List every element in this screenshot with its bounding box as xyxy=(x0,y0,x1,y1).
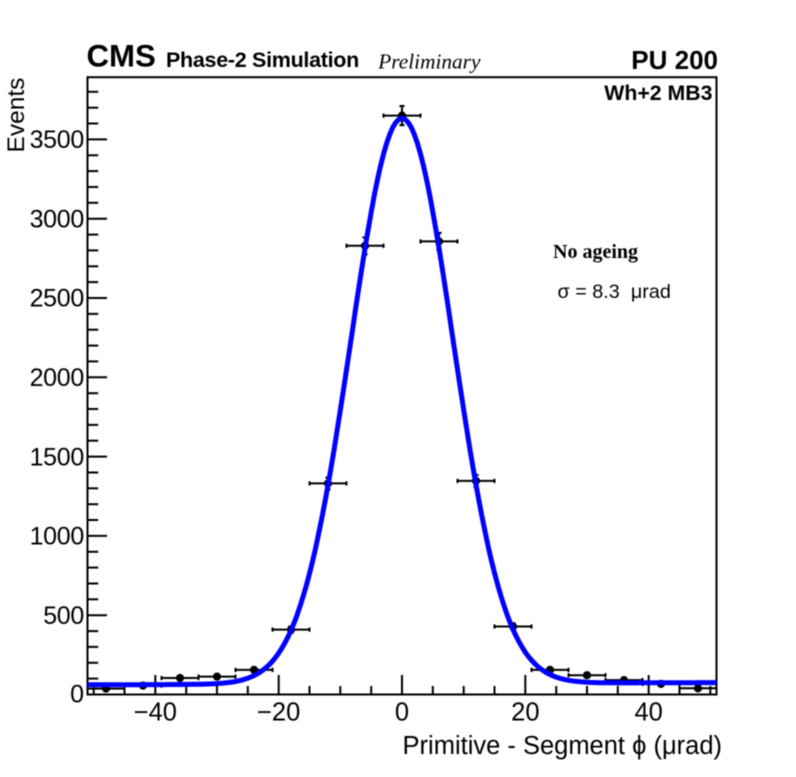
svg-text:Preliminary: Preliminary xyxy=(377,50,481,74)
svg-text:3500: 3500 xyxy=(30,126,84,154)
svg-text:2000: 2000 xyxy=(30,364,84,392)
svg-text:Phase-2 Simulation: Phase-2 Simulation xyxy=(166,48,359,72)
svg-text:1500: 1500 xyxy=(30,443,84,471)
svg-text:Wh+2 MB3: Wh+2 MB3 xyxy=(604,81,712,105)
svg-text:−20: −20 xyxy=(257,699,300,727)
svg-text:40: 40 xyxy=(634,699,662,727)
svg-text:20: 20 xyxy=(511,699,539,727)
svg-text:500: 500 xyxy=(43,602,84,630)
svg-text:No ageing: No ageing xyxy=(553,241,638,263)
svg-text:0: 0 xyxy=(70,681,84,709)
svg-text:3000: 3000 xyxy=(30,205,84,233)
svg-text:2500: 2500 xyxy=(30,285,84,313)
svg-text:1000: 1000 xyxy=(30,523,84,551)
svg-text:PU 200: PU 200 xyxy=(631,45,718,75)
svg-text:σ = 8.3: σ = 8.3 xyxy=(558,281,620,303)
svg-text:0: 0 xyxy=(395,699,409,727)
svg-text:μrad: μrad xyxy=(631,281,671,303)
svg-text:CMS: CMS xyxy=(87,39,156,74)
svg-text:Primitive - Segment ϕ (μrad): Primitive - Segment ϕ (μrad) xyxy=(403,732,722,760)
svg-text:−40: −40 xyxy=(134,699,177,727)
svg-text:Events: Events xyxy=(3,78,30,153)
